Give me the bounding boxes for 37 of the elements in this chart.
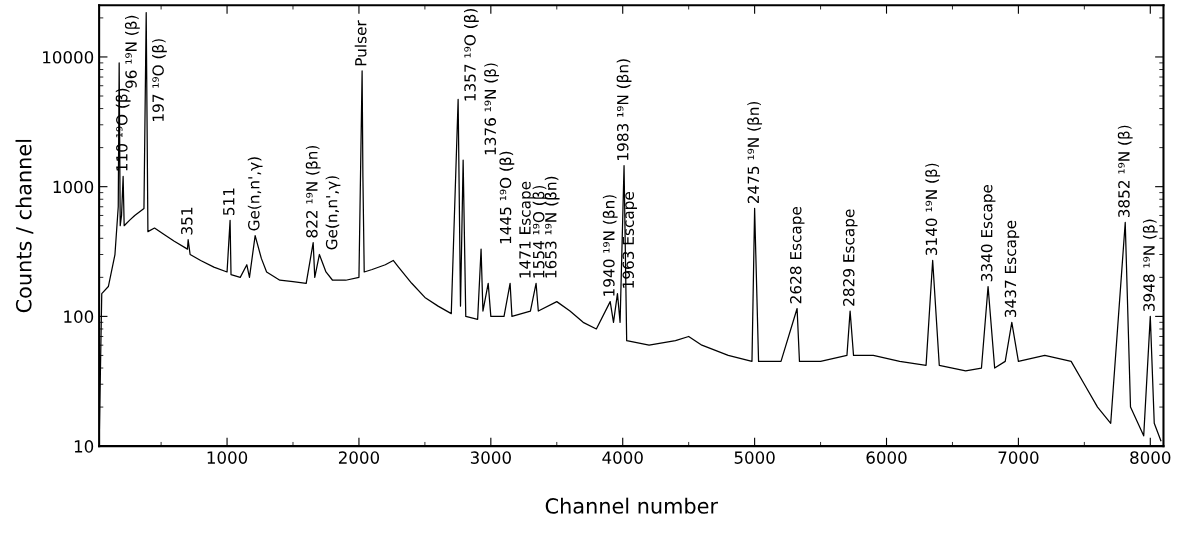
annotation: 2829 Escape [842,209,858,306]
annotation: Pulser [354,20,367,66]
x-tick-label: 4000 [602,451,643,464]
annotation: 1963 Escape [622,191,637,288]
annotation: 1376 ¹⁹N (β) [484,63,500,155]
annotation: 2475 ¹⁹N (βn) [747,101,763,204]
annotation: 3852 ¹⁹N (β) [1117,125,1133,218]
annotation: 1983 ¹⁹N (βn) [616,59,632,160]
y-axis-title: Counts / channel [15,139,34,313]
x-tick-label: 7000 [998,451,1039,464]
annotation: 822 ¹⁹N (βn) [305,145,321,238]
y-tick-label: 1000 [53,180,94,194]
annotation: 197 ¹⁹O (β) [151,39,167,121]
x-tick-label: 8000 [1130,451,1171,464]
annotation: Ge(n,n',γ) [325,176,341,250]
annotation: 3340 Escape [980,184,996,282]
x-tick-label: 5000 [734,451,775,464]
annotation: 1471 Escape [519,181,534,278]
x-tick-label: 2000 [338,451,380,464]
x-tick-label: 6000 [866,451,907,464]
y-tick-label: 10 [74,440,94,453]
x-tick-label: 1000 [207,451,248,464]
annotation: 1357 ¹⁹O (β) [463,8,479,101]
y-tick-label: 10000 [43,50,94,64]
annotation: 3437 Escape [1004,220,1020,317]
y-tick-label: 100 [64,310,94,323]
annotation: 511 [223,188,235,216]
annotation: 351 [181,207,193,235]
annotation: Ge(n,n',γ) [247,157,263,231]
annotation: 3948 ¹⁹N (β) [1142,219,1158,312]
annotation: 1445 ¹⁹O (β) [499,151,515,244]
x-axis-title: Channel number [545,497,719,514]
annotation: 3140 ¹⁹N (β) [925,163,941,256]
annotation: 96 ¹⁹N (β) [124,15,140,89]
annotation: 2628 Escape [789,206,805,304]
x-tick-label: 3000 [470,451,511,464]
annotation: 1940 ¹⁹N (βn) [602,195,618,296]
